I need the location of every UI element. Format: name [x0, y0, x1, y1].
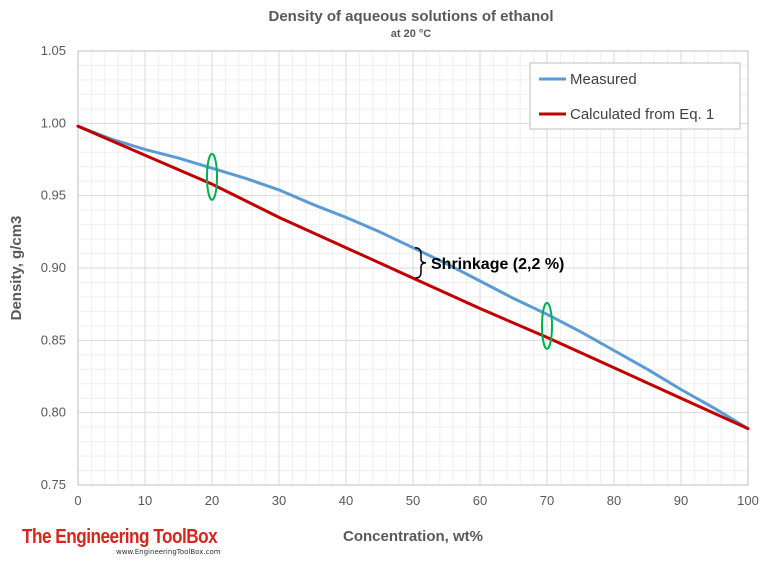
calculated-series-line — [76, 124, 750, 431]
series-lines — [76, 124, 750, 431]
watermark-url: www.EngineeringToolBox.com — [116, 548, 221, 556]
x-tick-label: 10 — [138, 493, 152, 508]
x-tick-label: 0 — [74, 493, 81, 508]
y-tick-label: 0.85 — [41, 332, 66, 347]
x-tick-label: 70 — [540, 493, 554, 508]
y-tick-labels: 0.75 0.80 0.85 0.90 0.95 1.00 1.05 — [41, 43, 66, 492]
x-tick-label: 100 — [737, 493, 759, 508]
y-tick-label: 0.90 — [41, 260, 66, 275]
watermark-name: The Engineering ToolBox — [22, 526, 218, 548]
legend-label-measured: Measured — [570, 71, 637, 88]
green-ellipse-markers — [206, 152, 553, 350]
legend-box — [529, 62, 741, 130]
ellipse-marker — [206, 152, 218, 201]
x-tick-labels: 0 10 20 30 40 50 60 70 80 90 100 — [74, 493, 758, 508]
y-tick-label: 0.80 — [41, 405, 66, 420]
y-tick-label: 1.05 — [41, 43, 66, 58]
plot-area-border — [77, 50, 749, 486]
x-tick-label: 20 — [205, 493, 219, 508]
legend-label-calculated: Calculated from Eq. 1 — [570, 106, 714, 123]
y-tick-label: 0.95 — [41, 188, 66, 203]
x-tick-label: 90 — [674, 493, 688, 508]
chart-subtitle: at 20 °C — [391, 28, 432, 40]
x-tick-label: 80 — [607, 493, 621, 508]
y-axis-title: Density, g/cm3 — [8, 216, 25, 321]
x-tick-label: 50 — [406, 493, 420, 508]
y-tick-label: 0.75 — [41, 477, 66, 492]
measured-series-line — [76, 124, 750, 431]
legend: Measured Calculated from Eq. 1 — [529, 62, 741, 130]
shrinkage-annotation: Shrinkage (2,2 %) — [414, 246, 564, 279]
ellipse-marker — [541, 301, 553, 350]
y-tick-label: 1.00 — [41, 115, 66, 130]
x-tick-label: 30 — [272, 493, 286, 508]
shrinkage-label: Shrinkage (2,2 %) — [431, 256, 564, 273]
x-axis-title: Concentration, wt% — [343, 528, 483, 545]
engineering-toolbox-watermark: The Engineering ToolBox www.EngineeringT… — [22, 527, 249, 556]
x-tick-label: 40 — [339, 493, 353, 508]
chart-title: Density of aqueous solutions of ethanol — [268, 8, 553, 25]
x-tick-label: 60 — [473, 493, 487, 508]
shrinkage-brace — [414, 246, 427, 279]
